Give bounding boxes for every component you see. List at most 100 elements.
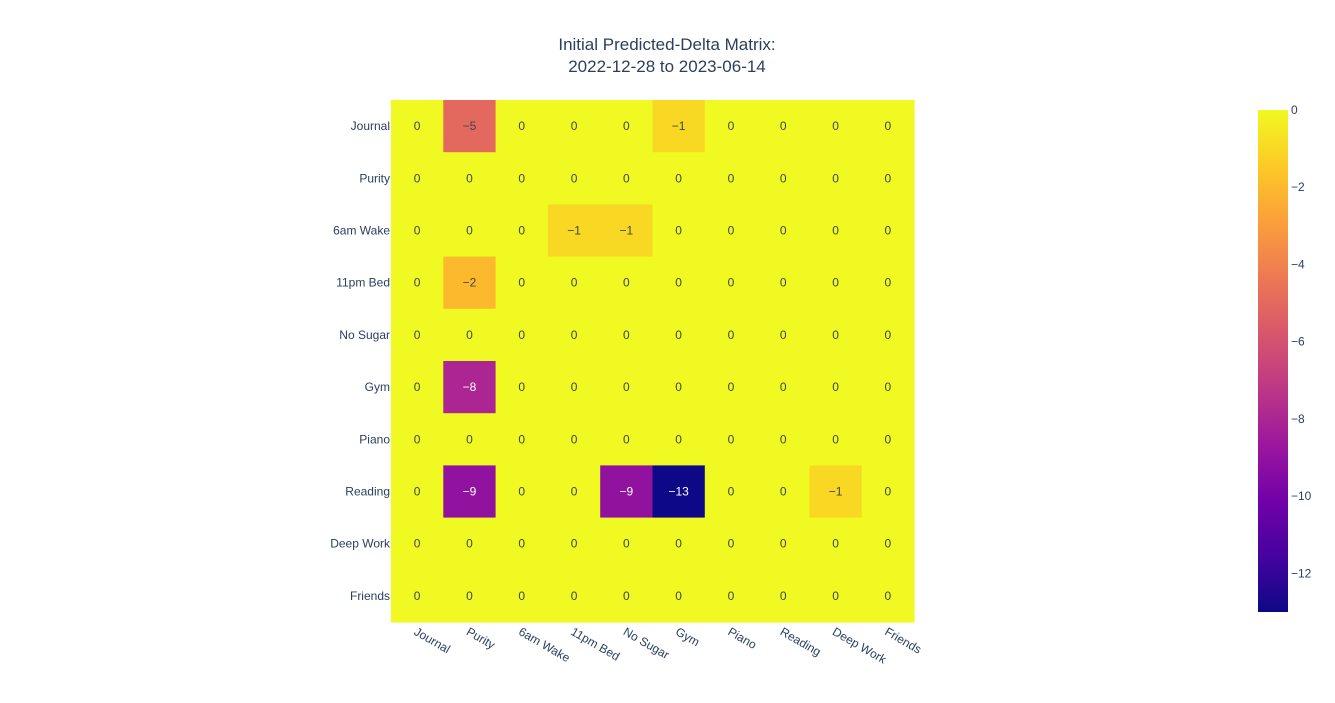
cell-journal-6am-wake bbox=[495, 100, 549, 153]
cell-value-label: 0 bbox=[675, 224, 682, 238]
cell-value-label: 0 bbox=[728, 380, 735, 394]
y-tick-label: Piano bbox=[359, 432, 390, 446]
colorbar-tick-label: −2 bbox=[1291, 180, 1305, 194]
cell-value-label: 0 bbox=[414, 119, 421, 133]
chart-title-line2: 2022-12-28 to 2023-06-14 bbox=[568, 57, 766, 76]
cell-deep-work-6am-wake bbox=[495, 517, 549, 571]
cell-friends-deep-work bbox=[809, 569, 863, 623]
x-tick-label: Piano bbox=[725, 624, 759, 652]
cell-value-label: 0 bbox=[623, 380, 630, 394]
cell-piano-no-sugar bbox=[600, 413, 654, 466]
colorbar-ticks: 0 −2 −4 −6 −8 −10 −12 bbox=[1291, 103, 1312, 580]
cell-6am-wake-journal bbox=[391, 204, 444, 258]
cell-value-label: 0 bbox=[885, 224, 892, 238]
cell-journal-reading bbox=[757, 100, 810, 153]
cell-value-label: 0 bbox=[728, 432, 735, 446]
cell-purity-reading bbox=[757, 152, 810, 205]
cell-value-label: −9 bbox=[463, 485, 477, 499]
cell-no-sugar-6am-wake bbox=[495, 308, 549, 362]
cell-value-label: 0 bbox=[728, 328, 735, 342]
cell-purity-gym bbox=[652, 152, 706, 205]
y-tick-label: Gym bbox=[365, 380, 390, 394]
cell-piano-gym bbox=[652, 413, 706, 466]
cell-value-label: 0 bbox=[466, 432, 473, 446]
cell-no-sugar-no-sugar bbox=[600, 308, 654, 362]
cell-purity-purity bbox=[443, 152, 497, 205]
cell-6am-wake-piano bbox=[704, 204, 758, 258]
cell-value-label: 0 bbox=[885, 537, 892, 551]
cell-reading-no-sugar bbox=[600, 465, 654, 519]
cell-no-sugar-piano bbox=[704, 308, 758, 362]
cell-gym-purity bbox=[443, 361, 497, 414]
cell-6am-wake-reading bbox=[757, 204, 810, 258]
x-tick-label: Reading bbox=[778, 624, 824, 658]
cell-value-label: 0 bbox=[832, 537, 839, 551]
cell-value-label: 0 bbox=[518, 432, 525, 446]
cell-11pm-bed-reading bbox=[757, 256, 810, 310]
y-tick-label: Deep Work bbox=[330, 537, 391, 551]
cell-value-label: 0 bbox=[466, 537, 473, 551]
cell-value-label: 0 bbox=[414, 589, 421, 603]
cell-friends-journal bbox=[391, 569, 444, 623]
cell-11pm-bed-friends bbox=[861, 256, 915, 310]
cell-value-label: 0 bbox=[518, 485, 525, 499]
cell-gym-6am-wake bbox=[495, 361, 549, 414]
cell-piano-deep-work bbox=[809, 413, 863, 466]
cell-value-label: 0 bbox=[414, 380, 421, 394]
y-tick-label: 6am Wake bbox=[333, 224, 390, 238]
cell-value-label: 0 bbox=[780, 328, 787, 342]
cell-value-label: 0 bbox=[885, 380, 892, 394]
cell-reading-gym bbox=[652, 465, 706, 519]
colorbar-tick-label: −8 bbox=[1291, 412, 1305, 426]
cell-friends-reading bbox=[757, 569, 810, 623]
cell-value-label: 0 bbox=[571, 119, 578, 133]
y-tick-label: Friends bbox=[350, 589, 390, 603]
y-tick-label: No Sugar bbox=[339, 328, 390, 342]
cell-gym-reading bbox=[757, 361, 810, 414]
cell-gym-gym bbox=[652, 361, 706, 414]
cell-no-sugar-purity bbox=[443, 308, 497, 362]
cell-value-label: 0 bbox=[675, 537, 682, 551]
cell-value-label: 0 bbox=[623, 589, 630, 603]
cell-journal-journal bbox=[391, 100, 444, 153]
cell-value-label: 0 bbox=[623, 119, 630, 133]
cell-value-label: 0 bbox=[885, 485, 892, 499]
cell-journal-purity bbox=[443, 100, 497, 153]
x-tick-label: Purity bbox=[464, 624, 498, 651]
cell-reading-piano bbox=[704, 465, 758, 519]
cell-value-label: −1 bbox=[829, 485, 843, 499]
cell-purity-deep-work bbox=[809, 152, 863, 205]
cell-deep-work-purity bbox=[443, 517, 497, 571]
cell-value-label: 0 bbox=[571, 432, 578, 446]
cell-value-label: 0 bbox=[728, 485, 735, 499]
cell-value-label: 0 bbox=[832, 432, 839, 446]
cell-piano-piano bbox=[704, 413, 758, 466]
cell-value-label: 0 bbox=[885, 589, 892, 603]
cell-deep-work-journal bbox=[391, 517, 444, 571]
cell-reading-11pm-bed bbox=[547, 465, 601, 519]
cell-6am-wake-friends bbox=[861, 204, 915, 258]
cell-journal-gym bbox=[652, 100, 706, 153]
cell-11pm-bed-gym bbox=[652, 256, 706, 310]
cell-value-label: 0 bbox=[675, 589, 682, 603]
cell-journal-friends bbox=[861, 100, 915, 153]
x-tick-label: Gym bbox=[673, 624, 702, 649]
x-tick-label: No Sugar bbox=[621, 624, 672, 661]
cell-no-sugar-gym bbox=[652, 308, 706, 362]
cell-friends-purity bbox=[443, 569, 497, 623]
colorbar-tick-label: −4 bbox=[1291, 257, 1305, 271]
cell-value-label: 0 bbox=[414, 432, 421, 446]
cell-gym-deep-work bbox=[809, 361, 863, 414]
x-tick-label: Deep Work bbox=[830, 624, 890, 667]
cell-value-label: −2 bbox=[463, 276, 477, 290]
cell-gym-no-sugar bbox=[600, 361, 654, 414]
cell-purity-no-sugar bbox=[600, 152, 654, 205]
cell-value-label: 0 bbox=[571, 276, 578, 290]
cell-6am-wake-gym bbox=[652, 204, 706, 258]
cell-value-label: 0 bbox=[728, 589, 735, 603]
cell-friends-gym bbox=[652, 569, 706, 623]
cell-value-label: −8 bbox=[463, 380, 477, 394]
y-tick-label: 11pm Bed bbox=[336, 276, 390, 290]
cell-value-label: −1 bbox=[567, 224, 581, 238]
